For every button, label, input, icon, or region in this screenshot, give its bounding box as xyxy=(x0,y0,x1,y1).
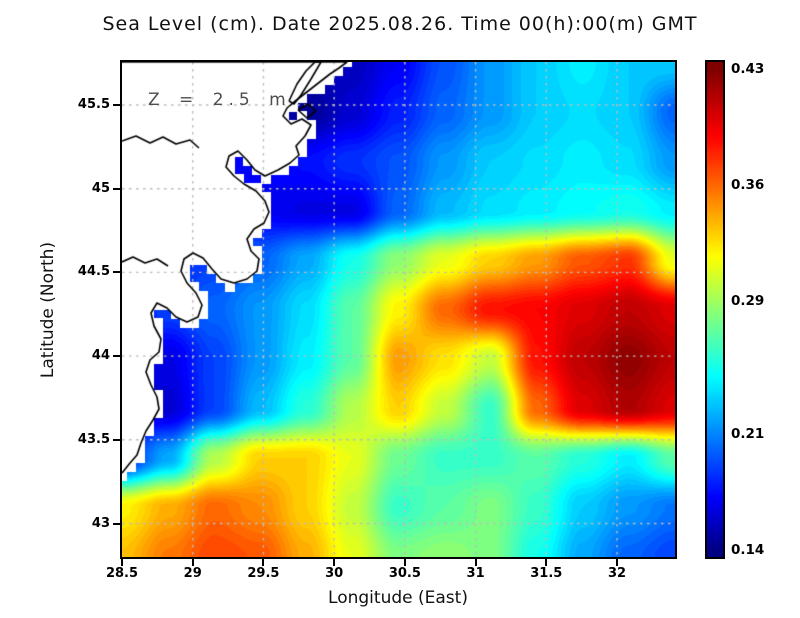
colorbar xyxy=(705,60,725,559)
x-tick-mark xyxy=(121,559,123,566)
x-tick-mark xyxy=(545,559,548,566)
y-tick-label: 43 xyxy=(91,515,110,531)
x-tick-mark xyxy=(474,559,477,566)
x-tick-mark xyxy=(191,559,194,566)
y-tick-mark xyxy=(113,438,120,441)
colorbar-tick-label: 0.29 xyxy=(731,293,765,310)
colorbar-tick-label: 0.21 xyxy=(731,426,765,443)
y-tick-mark xyxy=(113,271,120,274)
y-tick-mark xyxy=(113,104,120,107)
x-tick-mark xyxy=(333,559,336,566)
y-tick-label: 44.5 xyxy=(77,264,110,280)
y-tick-label: 44 xyxy=(91,348,110,364)
y-tick-label: 45.5 xyxy=(77,97,110,113)
colorbar-tick-label: 0.36 xyxy=(731,176,765,193)
y-tick-label: 45 xyxy=(91,180,110,196)
x-tick-label: 31 xyxy=(466,566,485,581)
depth-annotation: Z = 2.5 m xyxy=(148,90,291,110)
y-tick-mark xyxy=(113,355,120,358)
colorbar-tick-label: 0.14 xyxy=(731,542,765,559)
plot-area xyxy=(120,60,677,559)
colorbar-gradient-canvas xyxy=(707,62,723,557)
x-tick-label: 29.5 xyxy=(247,566,280,581)
figure-title: Sea Level (cm). Date 2025.08.26. Time 00… xyxy=(102,13,698,35)
y-axis-label: Latitude (North) xyxy=(38,241,58,379)
x-tick-label: 30 xyxy=(325,566,344,581)
y-tick-mark xyxy=(113,187,120,190)
x-tick-label: 28.5 xyxy=(105,566,139,581)
sea-level-heatmap-canvas xyxy=(122,62,675,557)
x-tick-label: 31.5 xyxy=(530,566,563,581)
x-axis-label: Longitude (East) xyxy=(328,588,468,608)
x-tick-label: 32 xyxy=(607,566,627,581)
x-tick-mark xyxy=(616,559,618,566)
y-tick-label: 43.5 xyxy=(77,431,110,447)
y-tick-mark xyxy=(113,522,120,525)
x-tick-label: 30.5 xyxy=(388,566,421,581)
x-tick-label: 29 xyxy=(183,566,202,581)
x-tick-mark xyxy=(262,559,265,566)
x-tick-mark xyxy=(403,559,406,566)
colorbar-tick-label: 0.43 xyxy=(731,60,765,77)
